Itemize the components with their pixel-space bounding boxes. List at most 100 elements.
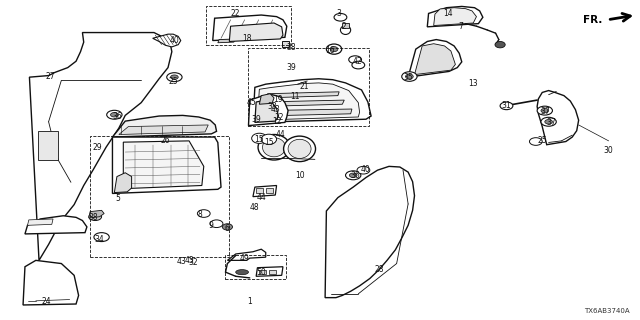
- Polygon shape: [113, 137, 221, 194]
- Text: 30: 30: [604, 146, 614, 155]
- Text: 18: 18: [242, 34, 252, 43]
- Ellipse shape: [326, 44, 342, 54]
- Text: 9: 9: [209, 221, 214, 230]
- Text: TX6AB3740A: TX6AB3740A: [584, 308, 630, 314]
- Text: 37: 37: [547, 118, 556, 127]
- Ellipse shape: [89, 213, 102, 220]
- FancyBboxPatch shape: [266, 188, 273, 194]
- Ellipse shape: [222, 224, 232, 230]
- Text: 38: 38: [287, 43, 296, 52]
- Text: 36: 36: [112, 112, 122, 121]
- Polygon shape: [23, 260, 79, 305]
- Text: 25: 25: [538, 136, 547, 145]
- Ellipse shape: [261, 134, 276, 144]
- Text: 45: 45: [246, 98, 256, 107]
- Ellipse shape: [352, 61, 365, 69]
- Text: 10: 10: [295, 172, 305, 180]
- Text: 36: 36: [350, 171, 360, 180]
- Polygon shape: [25, 216, 87, 234]
- Polygon shape: [229, 23, 283, 42]
- Ellipse shape: [197, 210, 210, 217]
- Text: 43: 43: [184, 256, 194, 265]
- Text: 11: 11: [290, 92, 300, 101]
- Text: FR.: FR.: [583, 15, 602, 26]
- Text: 26: 26: [161, 136, 170, 145]
- Text: 21: 21: [300, 82, 308, 91]
- Text: 40: 40: [170, 36, 179, 45]
- Polygon shape: [537, 91, 579, 145]
- Text: 37: 37: [540, 107, 550, 116]
- Ellipse shape: [357, 166, 370, 174]
- Polygon shape: [113, 116, 216, 137]
- Polygon shape: [115, 173, 132, 193]
- Text: 44: 44: [257, 193, 266, 202]
- Polygon shape: [28, 219, 53, 225]
- Bar: [206, 6, 291, 45]
- Text: 35: 35: [403, 73, 413, 82]
- Polygon shape: [218, 39, 236, 43]
- Text: 1: 1: [248, 297, 252, 306]
- Ellipse shape: [500, 102, 513, 110]
- FancyBboxPatch shape: [269, 270, 276, 274]
- Polygon shape: [415, 44, 456, 75]
- Ellipse shape: [210, 220, 223, 228]
- Polygon shape: [124, 141, 204, 189]
- Ellipse shape: [545, 120, 552, 124]
- Polygon shape: [38, 131, 58, 160]
- Ellipse shape: [402, 72, 417, 81]
- Text: 48: 48: [250, 203, 260, 212]
- Ellipse shape: [236, 270, 248, 275]
- Polygon shape: [325, 166, 415, 298]
- Text: 43: 43: [177, 257, 186, 266]
- Polygon shape: [408, 40, 462, 77]
- Text: 40: 40: [361, 165, 371, 174]
- Text: 19: 19: [274, 95, 284, 104]
- Text: 34: 34: [95, 235, 104, 244]
- Polygon shape: [253, 79, 371, 123]
- Polygon shape: [29, 33, 172, 260]
- Text: 50: 50: [257, 268, 266, 277]
- Ellipse shape: [111, 113, 118, 117]
- Polygon shape: [282, 41, 289, 47]
- Ellipse shape: [346, 171, 361, 180]
- Ellipse shape: [541, 117, 556, 126]
- Ellipse shape: [167, 73, 182, 82]
- Ellipse shape: [537, 106, 552, 115]
- Text: 32: 32: [189, 258, 198, 267]
- Bar: [248, 48, 369, 125]
- Polygon shape: [257, 83, 360, 120]
- Text: 8: 8: [198, 210, 202, 219]
- Text: 12: 12: [274, 114, 284, 123]
- Polygon shape: [256, 267, 283, 276]
- Bar: [225, 255, 286, 278]
- FancyBboxPatch shape: [256, 188, 263, 194]
- Ellipse shape: [406, 74, 413, 79]
- Polygon shape: [248, 95, 288, 125]
- Polygon shape: [261, 100, 344, 107]
- Text: 29: 29: [93, 143, 102, 152]
- Ellipse shape: [495, 42, 505, 48]
- Polygon shape: [253, 186, 276, 197]
- Text: 13: 13: [468, 79, 478, 88]
- Text: 12: 12: [272, 117, 282, 126]
- Text: 31: 31: [502, 101, 511, 110]
- Ellipse shape: [334, 13, 347, 21]
- Text: 28: 28: [374, 265, 383, 275]
- Polygon shape: [428, 6, 483, 27]
- Text: 6: 6: [225, 224, 230, 233]
- Ellipse shape: [171, 75, 178, 79]
- FancyBboxPatch shape: [259, 270, 266, 274]
- Text: 5: 5: [115, 194, 120, 203]
- Polygon shape: [153, 34, 180, 47]
- Ellipse shape: [94, 233, 109, 242]
- Text: 2: 2: [342, 22, 347, 31]
- Ellipse shape: [349, 56, 362, 63]
- Text: 39: 39: [252, 115, 261, 124]
- Ellipse shape: [340, 26, 351, 35]
- Text: 24: 24: [42, 297, 51, 306]
- Ellipse shape: [262, 138, 285, 157]
- Text: 22: 22: [230, 9, 240, 18]
- Text: 27: 27: [45, 72, 55, 81]
- Text: 43: 43: [271, 105, 280, 114]
- Text: 44: 44: [276, 130, 285, 139]
